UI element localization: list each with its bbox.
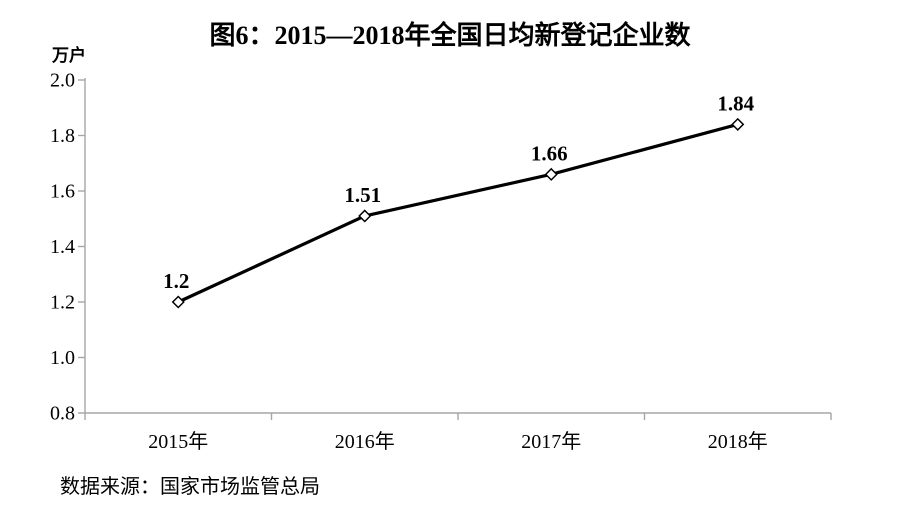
series-line [176, 122, 740, 304]
y-axis-tick-label: 1.6 [50, 181, 75, 203]
x-axis-tick-label: 2017年 [521, 430, 581, 453]
data-point-label: 1.51 [344, 183, 381, 207]
y-axis-unit-label: 万户 [52, 46, 86, 65]
data-point-label: 1.2 [163, 269, 189, 293]
source-note: 数据来源：国家市场监管总局 [60, 476, 320, 498]
y-axis-tick-label: 2.0 [50, 70, 75, 92]
y-axis-tick-label: 1.2 [50, 292, 75, 314]
x-axis-tick-label: 2016年 [335, 430, 395, 453]
data-point-label: 1.66 [531, 141, 568, 165]
y-axis-tick-label: 1.0 [50, 347, 75, 369]
data-point-marker [358, 209, 372, 223]
chart-title: 图6：2015—2018年全国日均新登记企业数 [209, 21, 691, 50]
y-axis-tick-label: 1.4 [50, 236, 75, 258]
data-point-marker [544, 167, 558, 181]
data-point-marker [171, 295, 185, 309]
x-axis-tick-label: 2018年 [708, 430, 768, 453]
y-axis-tick-label: 0.8 [50, 403, 75, 425]
data-point-label: 1.84 [717, 91, 754, 115]
x-axis-tick-label: 2015年 [148, 430, 208, 453]
y-axis-tick-label: 1.8 [50, 125, 75, 147]
data-point-marker [731, 117, 745, 131]
